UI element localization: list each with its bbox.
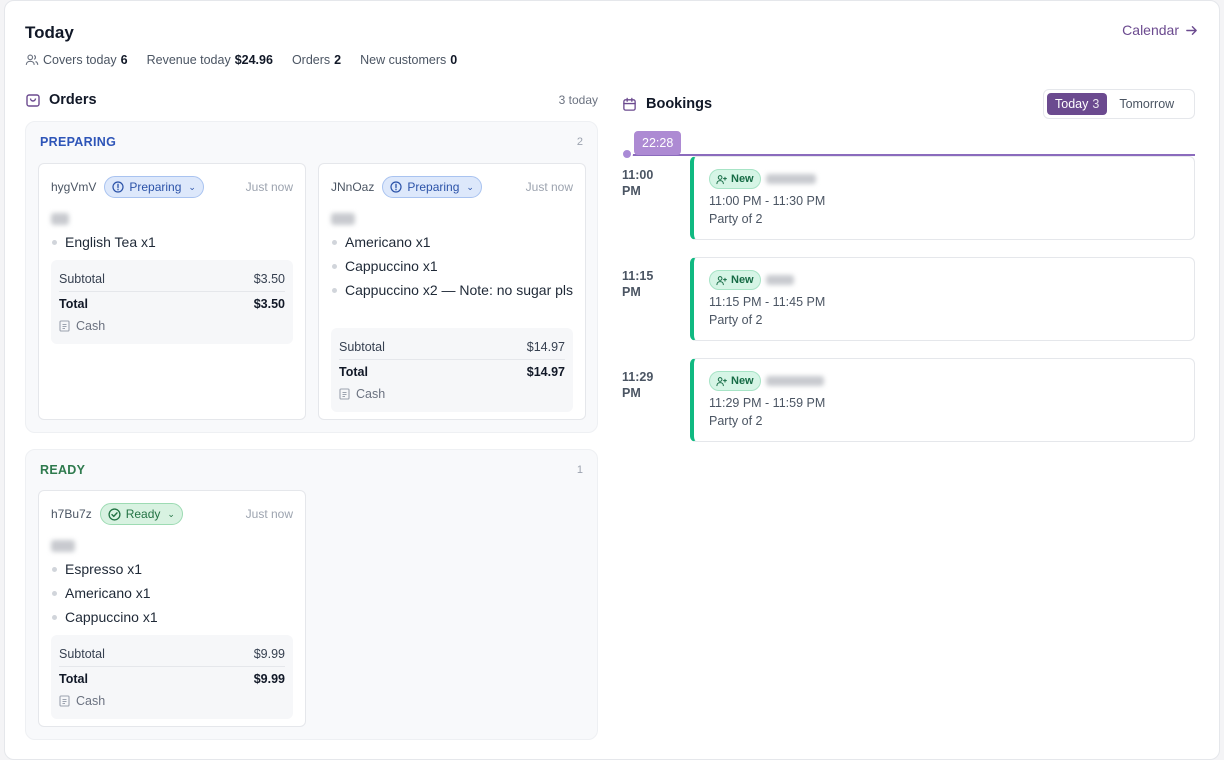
alert-circle-icon [112, 181, 124, 193]
order-time: Just now [245, 180, 293, 194]
total-value: $3.50 [253, 297, 285, 311]
alert-circle-icon [390, 181, 402, 193]
party-size: Party of 2 [709, 313, 763, 327]
current-time-dot [621, 148, 633, 160]
chevron-down-icon: ⌄ [188, 181, 196, 192]
new-customer-badge: New [709, 169, 761, 189]
order-items: English Tea x1 [51, 232, 293, 256]
booking-card[interactable]: New 11:15 PM - 11:45 PM Party of 2 [690, 257, 1195, 341]
user-plus-icon [716, 275, 727, 285]
receipt-icon [339, 388, 350, 400]
booking-card[interactable]: New 11:29 PM - 11:59 PM Party of 2 [690, 358, 1195, 442]
order-item: Cappuccino x1 [331, 256, 573, 276]
order-item: Cappuccino x1 [51, 607, 293, 627]
user-plus-icon [716, 376, 727, 386]
group-count-preparing: 2 [576, 136, 583, 148]
total-value: $9.99 [253, 672, 285, 686]
user-plus-icon [716, 174, 727, 184]
stat-new-customers: New customers 0 [360, 53, 458, 67]
bookings-header: Bookings [622, 96, 712, 112]
calendar-icon [623, 97, 636, 111]
customer-name-redacted [51, 540, 75, 552]
booking-time-range: 11:29 PM - 11:59 PM [709, 396, 826, 410]
order-time: Just now [525, 180, 573, 194]
orders-title: Orders [49, 92, 97, 108]
stat-covers: Covers today 6 [25, 53, 128, 67]
booking-time-range: 11:00 PM - 11:30 PM [709, 194, 826, 208]
order-item: English Tea x1 [51, 232, 293, 252]
order-items: Espresso x1 Americano x1 Cappuccino x1 [51, 559, 293, 631]
shopping-bag-icon [26, 94, 40, 107]
arrow-right-icon [1186, 25, 1197, 35]
chevron-down-icon: ⌄ [167, 508, 175, 519]
payment-method: Cash [59, 316, 285, 336]
status-dropdown[interactable]: Ready ⌄ [99, 503, 183, 525]
group-ready: READY 1 h7Bu7z Ready ⌄ Just now Espresso… [25, 449, 598, 740]
party-size: Party of 2 [709, 212, 763, 226]
customer-name-redacted [331, 213, 355, 225]
current-time-label: 22:28 [634, 131, 682, 155]
slot-time: 11:29 PM [622, 370, 654, 400]
guest-name-redacted [766, 275, 794, 285]
stats-bar: Covers today 6 Revenue today $24.96 Orders… [25, 53, 476, 67]
guest-name-redacted [766, 174, 816, 184]
new-customer-badge: New [709, 371, 761, 391]
order-time: Just now [245, 507, 293, 521]
slot-time: 11:15 PM [622, 269, 654, 299]
order-item: Cappuccino x2 — Note: no sugar pls [331, 280, 573, 300]
receipt-icon [59, 695, 70, 707]
order-item: Espresso x1 [51, 559, 293, 579]
customer-name-redacted [51, 213, 69, 225]
bookings-title: Bookings [646, 96, 713, 112]
orders-header: Orders 3 today [25, 90, 598, 110]
group-preparing: PREPARING 2 hygVmV Preparing ⌄ Just now … [25, 121, 598, 433]
order-totals: Subtotal $14.97 Total $14.97 Cash [331, 328, 573, 412]
calendar-link[interactable]: Calendar [1122, 22, 1198, 38]
check-circle-icon [108, 507, 121, 521]
order-items: Americano x1 Cappuccino x1 Cappuccino x2… [331, 232, 573, 304]
order-code: h7Bu7z [51, 507, 92, 521]
order-code: hygVmV [51, 180, 97, 194]
page-title: Today [25, 23, 74, 42]
group-label-ready: READY [40, 463, 86, 477]
status-dropdown[interactable]: Preparing ⌄ [104, 176, 204, 198]
group-label-preparing: PREPARING [40, 135, 117, 149]
order-totals: Subtotal $3.50 Total $3.50 Cash [51, 260, 293, 344]
order-item: Americano x1 [331, 232, 573, 252]
party-size: Party of 2 [709, 414, 763, 428]
payment-method: Cash [59, 691, 285, 711]
order-totals: Subtotal $9.99 Total $9.99 Cash [51, 635, 293, 719]
chevron-down-icon: ⌄ [466, 181, 474, 192]
slot-time: 11:00 PM [622, 168, 654, 198]
stat-orders: Orders 2 [291, 53, 342, 67]
order-code: JNnOaz [331, 180, 375, 194]
payment-method: Cash [339, 384, 565, 404]
day-toggle: Today 3 Tomorrow [1043, 89, 1195, 119]
calendar-link-label: Calendar [1122, 22, 1179, 38]
group-count-ready: 1 [576, 464, 583, 476]
current-time-line [627, 154, 1195, 156]
today-count: 3 [1092, 97, 1100, 111]
guest-name-redacted [766, 376, 824, 386]
total-value: $14.97 [526, 365, 565, 379]
orders-count: 3 today [558, 93, 598, 107]
new-customer-badge: New [709, 270, 761, 290]
subtotal-value: $3.50 [253, 271, 285, 286]
stat-revenue: Revenue today $24.96 [146, 53, 273, 67]
order-card[interactable]: h7Bu7z Ready ⌄ Just now Espresso x1 Amer… [38, 490, 306, 727]
subtotal-value: $14.97 [526, 339, 565, 354]
order-item: Americano x1 [51, 583, 293, 603]
subtotal-value: $9.99 [253, 646, 285, 661]
order-card[interactable]: hygVmV Preparing ⌄ Just now English Tea … [38, 163, 306, 420]
users-icon [25, 54, 39, 65]
receipt-icon [59, 320, 70, 332]
order-card[interactable]: JNnOaz Preparing ⌄ Just now Americano x1… [318, 163, 586, 420]
toggle-today[interactable]: Today 3 [1047, 93, 1108, 115]
booking-card[interactable]: New 11:00 PM - 11:30 PM Party of 2 [690, 156, 1195, 240]
status-dropdown[interactable]: Preparing ⌄ [382, 176, 482, 198]
booking-time-range: 11:15 PM - 11:45 PM [709, 295, 826, 309]
toggle-tomorrow[interactable]: Tomorrow [1119, 97, 1175, 111]
